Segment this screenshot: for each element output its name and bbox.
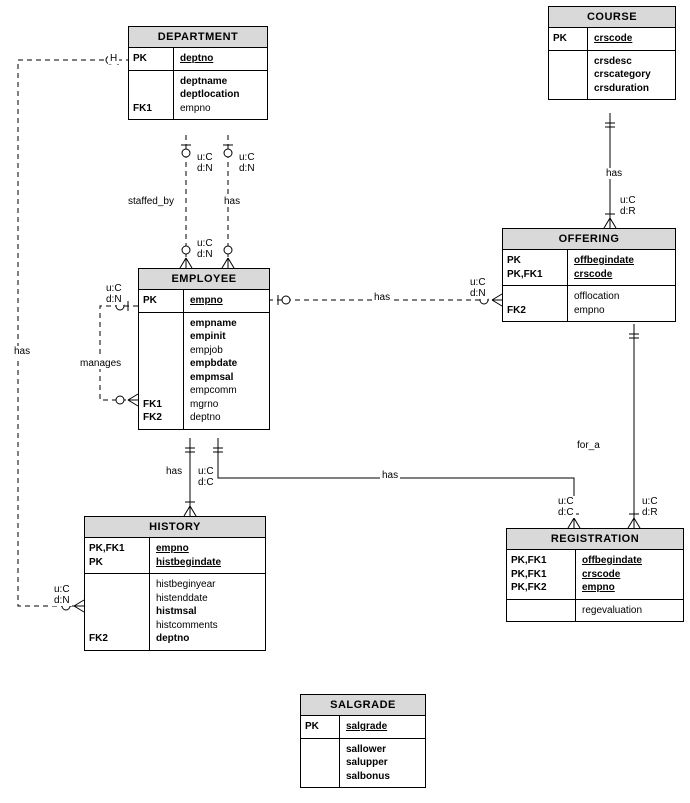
attr-column: crscode	[588, 28, 675, 50]
attr-column: offlocationempno	[568, 286, 675, 321]
entity-registration: REGISTRATIONPK,FK1PK,FK1PK,FK2offbeginda…	[506, 528, 684, 622]
entity-employee: EMPLOYEEPKempno FK1FK2empnameempinitempj…	[138, 268, 270, 430]
key-column: FK2	[85, 574, 150, 650]
edge-label: u:C	[618, 195, 638, 206]
attr-column: sallowersaluppersalbonus	[340, 739, 425, 788]
edge-label: u:C	[556, 496, 576, 507]
edge-label: d:N	[237, 163, 257, 174]
key-column: PK,FK1PK,FK1PK,FK2	[507, 550, 576, 599]
entity-section: FK1FK2empnameempinitempjobempbdateempmsa…	[139, 313, 269, 429]
edge-label: has	[164, 466, 184, 477]
er-diagram: DEPARTMENTPKdeptno FK1deptnamedeptlocati…	[0, 0, 690, 803]
edge-label: has	[222, 196, 242, 207]
key-column	[507, 600, 576, 622]
edge-label: d:N	[195, 163, 215, 174]
edge-label: d:N	[195, 249, 215, 260]
edge-label: u:C	[196, 466, 216, 477]
attr-column: empno	[184, 290, 269, 312]
entity-salgrade: SALGRADEPKsalgrade sallowersaluppersalbo…	[300, 694, 426, 788]
edge-label: H	[108, 53, 119, 64]
key-column: FK2	[503, 286, 568, 321]
entity-section: FK2offlocationempno	[503, 286, 675, 321]
attr-column: empnohistbegindate	[150, 538, 265, 573]
entity-history: HISTORYPK,FK1PKempnohistbegindate FK2his…	[84, 516, 266, 651]
entity-section: crsdesccrscategorycrsduration	[549, 51, 675, 100]
key-column	[549, 51, 588, 100]
edge-label: for_a	[575, 440, 602, 451]
attr-column: salgrade	[340, 716, 425, 738]
entity-section: regevaluation	[507, 600, 683, 622]
key-column: PK,FK1PK	[85, 538, 150, 573]
key-column: PKPK,FK1	[503, 250, 568, 285]
attr-column: offbegindatecrscode	[568, 250, 675, 285]
key-column: FK1FK2	[139, 313, 184, 429]
key-column: PK	[549, 28, 588, 50]
edges-layer	[0, 0, 690, 803]
edge-label: d:C	[196, 477, 216, 488]
entity-section: PKdeptno	[129, 48, 267, 71]
edge-label: d:N	[52, 595, 72, 606]
edge-label: u:C	[195, 152, 215, 163]
edge-label: u:C	[195, 238, 215, 249]
attr-column: deptnamedeptlocationempno	[174, 71, 267, 120]
edge-label: has	[604, 168, 624, 179]
entity-course: COURSEPKcrscode crsdesccrscategorycrsdur…	[548, 6, 676, 100]
key-column	[301, 739, 340, 788]
edge-label: u:C	[237, 152, 257, 163]
key-column: FK1	[129, 71, 174, 120]
entity-section: FK1deptnamedeptlocationempno	[129, 71, 267, 120]
attr-column: regevaluation	[576, 600, 683, 622]
entity-offering: OFFERINGPKPK,FK1offbegindatecrscode FK2o…	[502, 228, 676, 322]
edge-label: d:R	[618, 206, 638, 217]
edge-label: has	[12, 346, 32, 357]
edge-label: u:C	[468, 277, 488, 288]
entity-section: sallowersaluppersalbonus	[301, 739, 425, 788]
edge-label: d:C	[556, 507, 576, 518]
attr-column: offbegindatecrscodeempno	[576, 550, 683, 599]
edge-label: u:C	[104, 283, 124, 294]
entity-section: PK,FK1PK,FK1PK,FK2offbegindatecrscodeemp…	[507, 550, 683, 600]
entity-section: PKcrscode	[549, 28, 675, 51]
edge-label: has	[380, 470, 400, 481]
edge-label: has	[372, 292, 392, 303]
entity-section: PKsalgrade	[301, 716, 425, 739]
entity-title: SALGRADE	[301, 695, 425, 716]
entity-title: OFFERING	[503, 229, 675, 250]
edge-label: u:C	[640, 496, 660, 507]
attr-column: crsdesccrscategorycrsduration	[588, 51, 675, 100]
entity-title: REGISTRATION	[507, 529, 683, 550]
entity-section: PKPK,FK1offbegindatecrscode	[503, 250, 675, 286]
edge-label: u:C	[52, 584, 72, 595]
edge-label: staffed_by	[126, 196, 176, 207]
entity-title: HISTORY	[85, 517, 265, 538]
key-column: PK	[139, 290, 184, 312]
edge-label: d:N	[104, 294, 124, 305]
edge-label: manages	[78, 358, 123, 369]
edge-label: d:N	[468, 288, 488, 299]
attr-column: empnameempinitempjobempbdateempmsalempco…	[184, 313, 269, 429]
entity-department: DEPARTMENTPKdeptno FK1deptnamedeptlocati…	[128, 26, 268, 120]
entity-title: COURSE	[549, 7, 675, 28]
key-column: PK	[129, 48, 174, 70]
entity-section: FK2histbeginyearhistenddatehistmsalhistc…	[85, 574, 265, 650]
attr-column: deptno	[174, 48, 267, 70]
entity-title: DEPARTMENT	[129, 27, 267, 48]
edge-label: d:R	[640, 507, 660, 518]
attr-column: histbeginyearhistenddatehistmsalhistcomm…	[150, 574, 265, 650]
key-column: PK	[301, 716, 340, 738]
entity-title: EMPLOYEE	[139, 269, 269, 290]
entity-section: PKempno	[139, 290, 269, 313]
entity-section: PK,FK1PKempnohistbegindate	[85, 538, 265, 574]
